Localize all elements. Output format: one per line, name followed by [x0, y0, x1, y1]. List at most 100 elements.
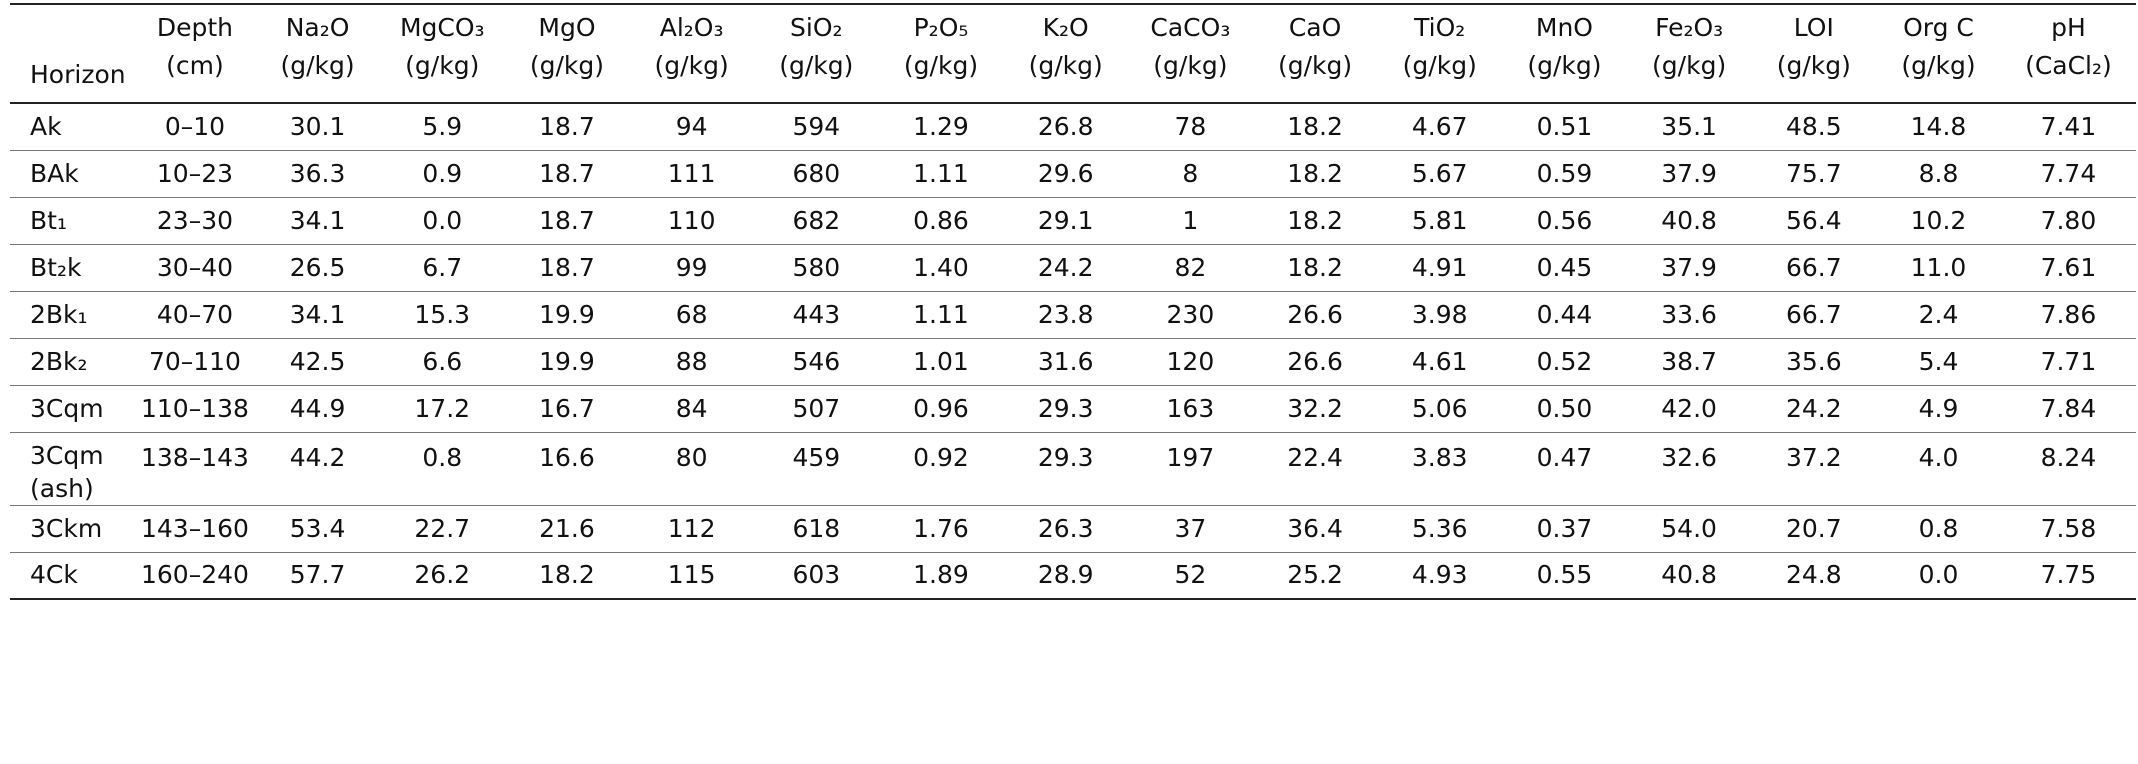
cell-fe2o3: 40.8 [1626, 197, 1752, 245]
horizon-cell: Bt₂k [10, 244, 135, 292]
cell-mno: 0.45 [1502, 244, 1627, 292]
column-header-unit: (g/kg) [405, 51, 480, 80]
cell-orgc: 2.4 [1876, 291, 2001, 339]
cell-ph: 7.58 [2000, 505, 2136, 553]
cell-p2o5: 0.92 [878, 432, 1004, 506]
cell-depth: 0–10 [134, 103, 256, 151]
cell-tio2: 4.93 [1377, 552, 1503, 600]
column-header-unit: (g/kg) [1277, 51, 1353, 80]
column-header-mgco3: MgCO₃ (g/kg) [379, 3, 505, 104]
cell-cao: 26.6 [1252, 338, 1378, 386]
cell-depth: 10–23 [134, 150, 256, 198]
cell-cao: 18.2 [1252, 244, 1378, 292]
cell-na2o: 34.1 [255, 197, 380, 245]
cell-caco3: 1 [1128, 197, 1253, 245]
cell-ph: 7.75 [2000, 552, 2136, 600]
column-header-ph: pH (CaCl₂) [2000, 3, 2136, 104]
cell-depth: 143–160 [134, 505, 256, 553]
column-header-label: P₂O₅ [913, 13, 969, 42]
cell-sio2: 546 [753, 338, 879, 386]
column-header-unit: (g/kg) [1652, 51, 1727, 80]
cell-caco3: 82 [1128, 244, 1253, 292]
cell-fe2o3: 37.9 [1626, 244, 1752, 292]
cell-mgco3: 0.9 [379, 150, 505, 198]
horizon-cell: 4Ck [10, 552, 135, 600]
cell-mgo: 18.2 [504, 552, 630, 600]
cell-cao: 36.4 [1252, 505, 1378, 553]
cell-al2o3: 88 [629, 338, 754, 386]
cell-mgco3: 6.7 [379, 244, 505, 292]
column-header-label: K₂O [1042, 13, 1089, 42]
cell-p2o5: 0.86 [878, 197, 1004, 245]
cell-loi: 56.4 [1751, 197, 1877, 245]
cell-fe2o3: 40.8 [1626, 552, 1752, 600]
column-header-unit: (g/kg) [1776, 51, 1851, 80]
column-header-unit: (CaCl₂) [2025, 51, 2112, 80]
column-header-unit: (g/kg) [903, 51, 979, 80]
cell-fe2o3: 33.6 [1626, 291, 1752, 339]
cell-tio2: 5.81 [1377, 197, 1503, 245]
cell-orgc: 0.8 [1876, 505, 2001, 553]
cell-mno: 0.37 [1502, 505, 1627, 553]
cell-mno: 0.47 [1502, 432, 1627, 506]
column-header-unit: (g/kg) [1527, 51, 1602, 80]
cell-al2o3: 111 [629, 150, 754, 198]
cell-mgo: 19.9 [504, 291, 630, 339]
cell-na2o: 57.7 [255, 552, 380, 600]
cell-fe2o3: 32.6 [1626, 432, 1752, 506]
cell-al2o3: 68 [629, 291, 754, 339]
horizon-cell: 2Bk₁ [10, 291, 135, 339]
cell-ph: 7.41 [2000, 103, 2136, 151]
cell-mgo: 19.9 [504, 338, 630, 386]
cell-mgo: 16.7 [504, 385, 630, 433]
cell-k2o: 23.8 [1003, 291, 1129, 339]
cell-depth: 70–110 [134, 338, 256, 386]
table-row: 3Cqm 110–138 44.9 17.2 16.7 84 507 0.96 29.3 163 3… [10, 385, 2136, 433]
cell-al2o3: 112 [629, 505, 754, 553]
cell-loi: 66.7 [1751, 244, 1877, 292]
cell-p2o5: 1.76 [878, 505, 1004, 553]
cell-orgc: 0.0 [1876, 552, 2001, 600]
cell-al2o3: 80 [629, 432, 754, 506]
cell-p2o5: 1.40 [878, 244, 1004, 292]
cell-al2o3: 94 [629, 103, 754, 151]
horizon-cell: 3Cqm (ash) [10, 432, 135, 506]
column-header-label: CaCO₃ [1150, 13, 1231, 42]
cell-na2o: 26.5 [255, 244, 380, 292]
cell-k2o: 29.6 [1003, 150, 1129, 198]
column-header-label: Al₂O₃ [659, 13, 724, 42]
column-header-na2o: Na₂O (g/kg) [255, 3, 380, 104]
cell-tio2: 4.91 [1377, 244, 1503, 292]
cell-tio2: 4.61 [1377, 338, 1503, 386]
cell-mgco3: 6.6 [379, 338, 505, 386]
cell-cao: 25.2 [1252, 552, 1378, 600]
cell-depth: 110–138 [134, 385, 256, 433]
cell-ph: 7.74 [2000, 150, 2136, 198]
cell-mno: 0.55 [1502, 552, 1627, 600]
column-header-label: LOI [1793, 13, 1834, 42]
cell-k2o: 24.2 [1003, 244, 1129, 292]
cell-cao: 22.4 [1252, 432, 1378, 506]
cell-mgo: 18.7 [504, 197, 630, 245]
cell-ph: 8.24 [2000, 432, 2136, 506]
cell-ph: 7.71 [2000, 338, 2136, 386]
header-row: Horizon Depth (cm) Na₂O (g/kg) MgCO₃ (g/kg) MgO… [10, 3, 2136, 104]
column-header-loi: LOI (g/kg) [1751, 3, 1877, 104]
cell-caco3: 52 [1128, 552, 1253, 600]
table-row: 4Ck 160–240 57.7 26.2 18.2 115 603 1.89 28.9 52 25… [10, 552, 2136, 600]
cell-caco3: 8 [1128, 150, 1253, 198]
cell-mno: 0.51 [1502, 103, 1627, 151]
cell-mgo: 18.7 [504, 244, 630, 292]
cell-al2o3: 99 [629, 244, 754, 292]
column-header-cao: CaO (g/kg) [1252, 3, 1378, 104]
cell-p2o5: 1.11 [878, 150, 1004, 198]
column-header-sio2: SiO₂ (g/kg) [753, 3, 879, 104]
column-header-fe2o3: Fe₂O₃ (g/kg) [1626, 3, 1752, 104]
cell-loi: 48.5 [1751, 103, 1877, 151]
soil-chemistry-table: Horizon Depth (cm) Na₂O (g/kg) MgCO₃ (g/kg) MgO… [10, 3, 2136, 600]
cell-mgco3: 0.8 [379, 432, 505, 506]
horizon-cell: Ak [10, 103, 135, 151]
column-header-label: Horizon [30, 60, 126, 89]
cell-loi: 75.7 [1751, 150, 1877, 198]
